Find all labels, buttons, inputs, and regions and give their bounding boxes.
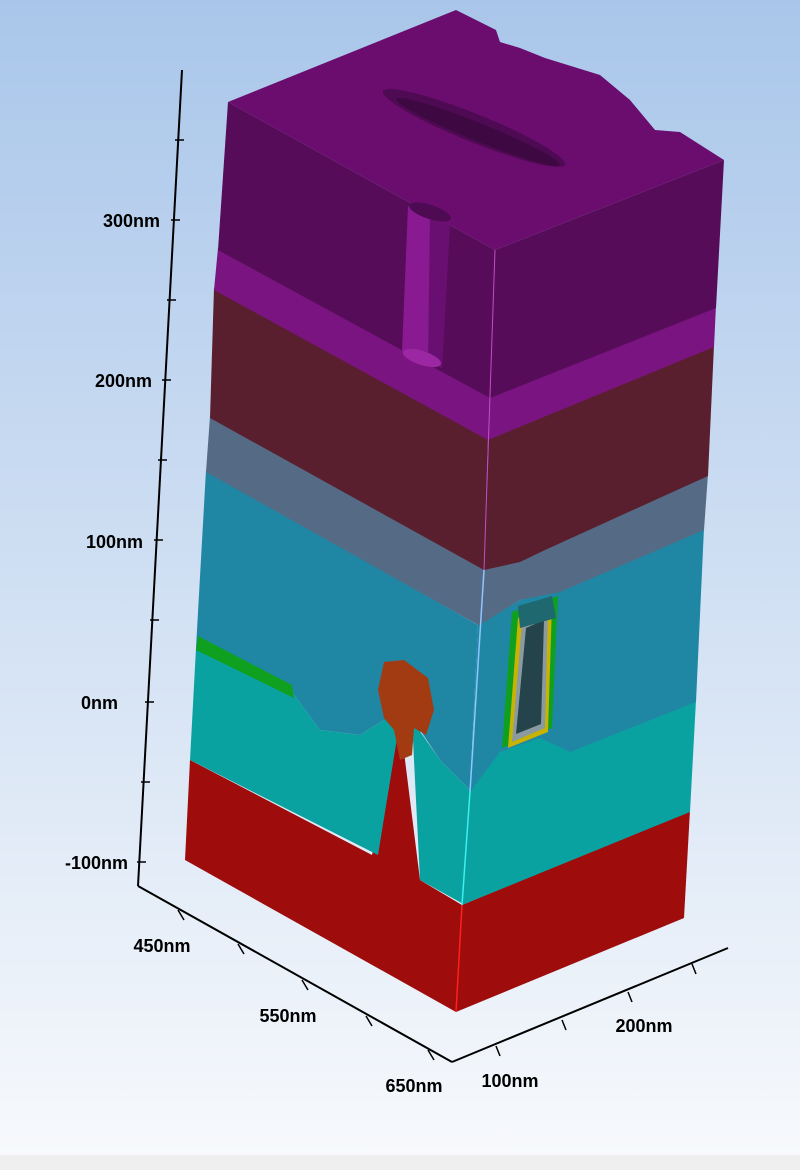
x-tick-label-450: 450nm [133, 936, 190, 956]
x-axis-ticks [177, 909, 435, 1061]
x-tick-label-650: 650nm [385, 1076, 442, 1096]
y-axis [451, 947, 729, 1063]
right-face-slate-layer [478, 474, 708, 626]
left-face-maroon-layer [210, 288, 488, 570]
left-face-purple-band [214, 248, 490, 440]
right-face-maroon-layer [484, 345, 714, 570]
x-axis [137, 885, 453, 1063]
vertical-channel-bottom [402, 348, 442, 368]
left-face-green-liner [196, 636, 294, 698]
y-tick-label-200: 200nm [615, 1016, 672, 1036]
bottom-status-strip [0, 1155, 800, 1170]
vertical-channel-top [408, 202, 452, 222]
left-face-teal-layer-right [412, 720, 470, 905]
top-slot-groove-inner [396, 97, 560, 167]
left-face-teal-layer [190, 648, 400, 855]
right-face-teal-layer [462, 700, 696, 905]
right-face-top-metal [490, 160, 724, 398]
trench-dark-fill [516, 620, 544, 734]
front-edge-red [455, 904, 463, 1013]
front-edge-teal [461, 791, 471, 906]
z-axis [137, 69, 183, 887]
right-face-red-substrate [456, 810, 690, 1012]
y-tick-label-100: 100nm [481, 1071, 538, 1091]
z-tick-label-minus100: -100nm [65, 853, 128, 873]
z-axis-minor-ticks [137, 139, 184, 863]
vertical-channel-shade [428, 212, 450, 368]
left-face-red-substrate [185, 720, 462, 1012]
orange-region [378, 660, 434, 760]
front-edge-upper [483, 249, 496, 571]
right-face-purple-band [488, 305, 716, 440]
front-edge-mid [469, 569, 485, 793]
z-tick-label-300: 300nm [103, 211, 160, 231]
trench-cap [518, 596, 556, 628]
z-tick-label-0: 0nm [81, 693, 118, 713]
x-tick-label-550: 550nm [259, 1006, 316, 1026]
z-tick-label-100: 100nm [86, 532, 143, 552]
y-axis-ticks [495, 963, 697, 1057]
z-tick-label-200: 200nm [95, 371, 152, 391]
left-face-slate-layer [206, 416, 484, 626]
